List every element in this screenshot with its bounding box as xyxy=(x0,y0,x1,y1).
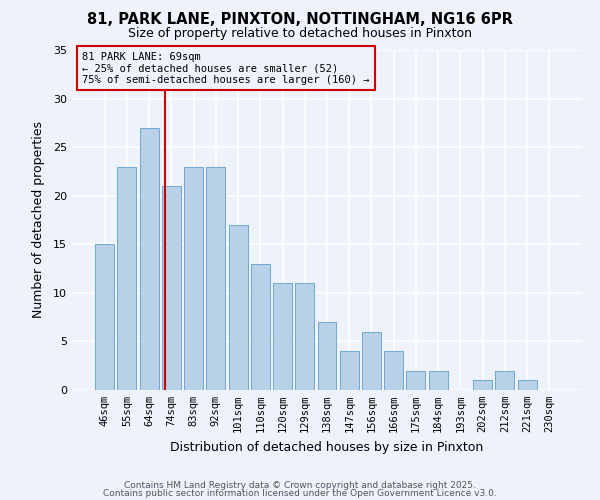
Bar xyxy=(340,351,359,390)
Bar xyxy=(295,283,314,390)
Text: 81 PARK LANE: 69sqm
← 25% of detached houses are smaller (52)
75% of semi-detach: 81 PARK LANE: 69sqm ← 25% of detached ho… xyxy=(82,52,370,85)
Bar xyxy=(162,186,181,390)
Bar xyxy=(273,283,292,390)
Bar xyxy=(184,166,203,390)
Bar xyxy=(317,322,337,390)
Y-axis label: Number of detached properties: Number of detached properties xyxy=(32,122,44,318)
Text: Size of property relative to detached houses in Pinxton: Size of property relative to detached ho… xyxy=(128,28,472,40)
Bar xyxy=(406,370,425,390)
Bar xyxy=(229,225,248,390)
Bar xyxy=(384,351,403,390)
Text: 81, PARK LANE, PINXTON, NOTTINGHAM, NG16 6PR: 81, PARK LANE, PINXTON, NOTTINGHAM, NG16… xyxy=(87,12,513,28)
Bar xyxy=(362,332,381,390)
Bar xyxy=(496,370,514,390)
X-axis label: Distribution of detached houses by size in Pinxton: Distribution of detached houses by size … xyxy=(170,440,484,454)
Bar xyxy=(518,380,536,390)
Bar xyxy=(95,244,114,390)
Bar xyxy=(206,166,225,390)
Bar xyxy=(429,370,448,390)
Text: Contains HM Land Registry data © Crown copyright and database right 2025.: Contains HM Land Registry data © Crown c… xyxy=(124,480,476,490)
Bar xyxy=(251,264,270,390)
Bar xyxy=(118,166,136,390)
Bar xyxy=(473,380,492,390)
Text: Contains public sector information licensed under the Open Government Licence v3: Contains public sector information licen… xyxy=(103,489,497,498)
Bar xyxy=(140,128,158,390)
